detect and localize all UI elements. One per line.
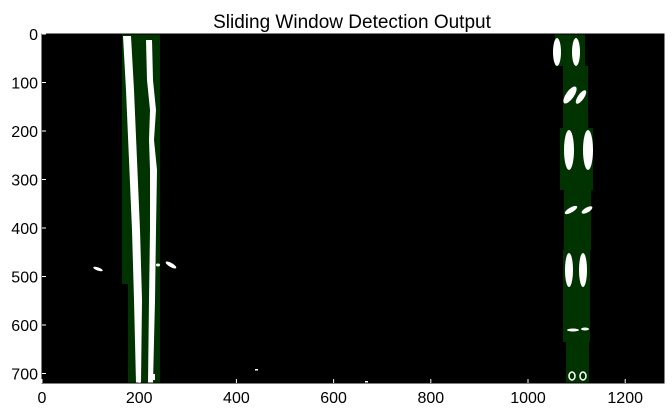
right-lane-pixels — [553, 38, 593, 381]
x-tick-label: 200 — [126, 390, 153, 407]
y-tick-label: 500 — [11, 270, 38, 287]
axes-frame — [41, 33, 665, 384]
y-axis: 0 100 200 300 400 500 600 700 — [11, 27, 46, 384]
y-tick-label: 400 — [11, 221, 38, 238]
x-tick-label: 1000 — [510, 390, 546, 407]
left-lane-pixels — [93, 36, 177, 383]
image-area — [42, 34, 664, 383]
y-tick-label: 100 — [11, 76, 38, 93]
plot-title: Sliding Window Detection Output — [213, 12, 491, 33]
y-tick-label: 200 — [11, 124, 38, 141]
x-tick-label: 600 — [320, 390, 347, 407]
x-axis: 0 200 400 600 800 1000 1200 — [38, 379, 643, 407]
y-tick-label: 300 — [11, 173, 38, 190]
noise-pixels — [255, 369, 368, 383]
y-tick-label: 600 — [11, 318, 38, 335]
x-tick-label: 400 — [223, 390, 250, 407]
x-tick-label: 800 — [417, 390, 444, 407]
x-tick-label: 1200 — [607, 390, 643, 407]
x-tick-label: 0 — [38, 390, 47, 407]
y-tick-label: 700 — [11, 367, 38, 384]
y-tick-label: 0 — [29, 27, 38, 44]
